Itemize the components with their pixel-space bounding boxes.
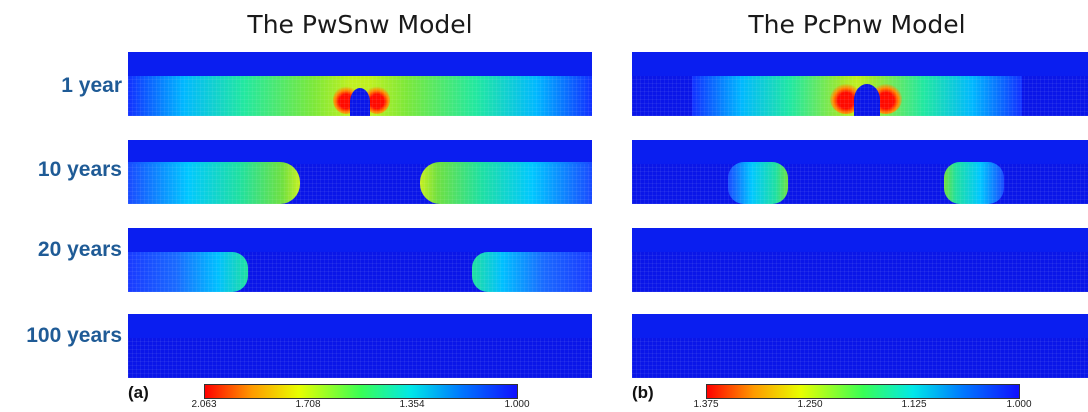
right-colorbar-tick: 1.250 [797,399,823,410]
right-panel-10-years [632,140,1088,204]
right-colorbar-tick: 1.125 [901,399,927,410]
left-colorbar [204,384,518,399]
left-panel-10-years [128,140,592,204]
right-colorbar [706,384,1020,399]
left-panel-100-years [128,314,592,378]
left-colorbar-tick: 2.063 [191,399,217,410]
left-model-title: The PwSnw Model [247,10,473,39]
left-panel-20-years [128,228,592,292]
panel-label-a: (a) [128,383,149,402]
right-panel-20-years [632,228,1088,292]
left-colorbar-tick: 1.354 [399,399,425,410]
row-label-1-year: 1 year [61,74,122,97]
left-panel-1-year [128,52,592,116]
left-colorbar-tick: 1.708 [295,399,321,410]
row-label-20-years: 20 years [37,238,122,261]
row-label-100-years: 100 years [26,324,122,347]
right-colorbar-tick: 1.375 [693,399,719,410]
right-colorbar-tick: 1.000 [1006,399,1032,410]
right-model-title: The PcPnw Model [748,10,966,39]
right-panel-100-years [632,314,1088,378]
row-label-10-years: 10 years [37,158,122,181]
left-colorbar-tick: 1.000 [504,399,530,410]
panel-label-b: (b) [632,383,654,402]
right-panel-1-year [632,52,1088,116]
